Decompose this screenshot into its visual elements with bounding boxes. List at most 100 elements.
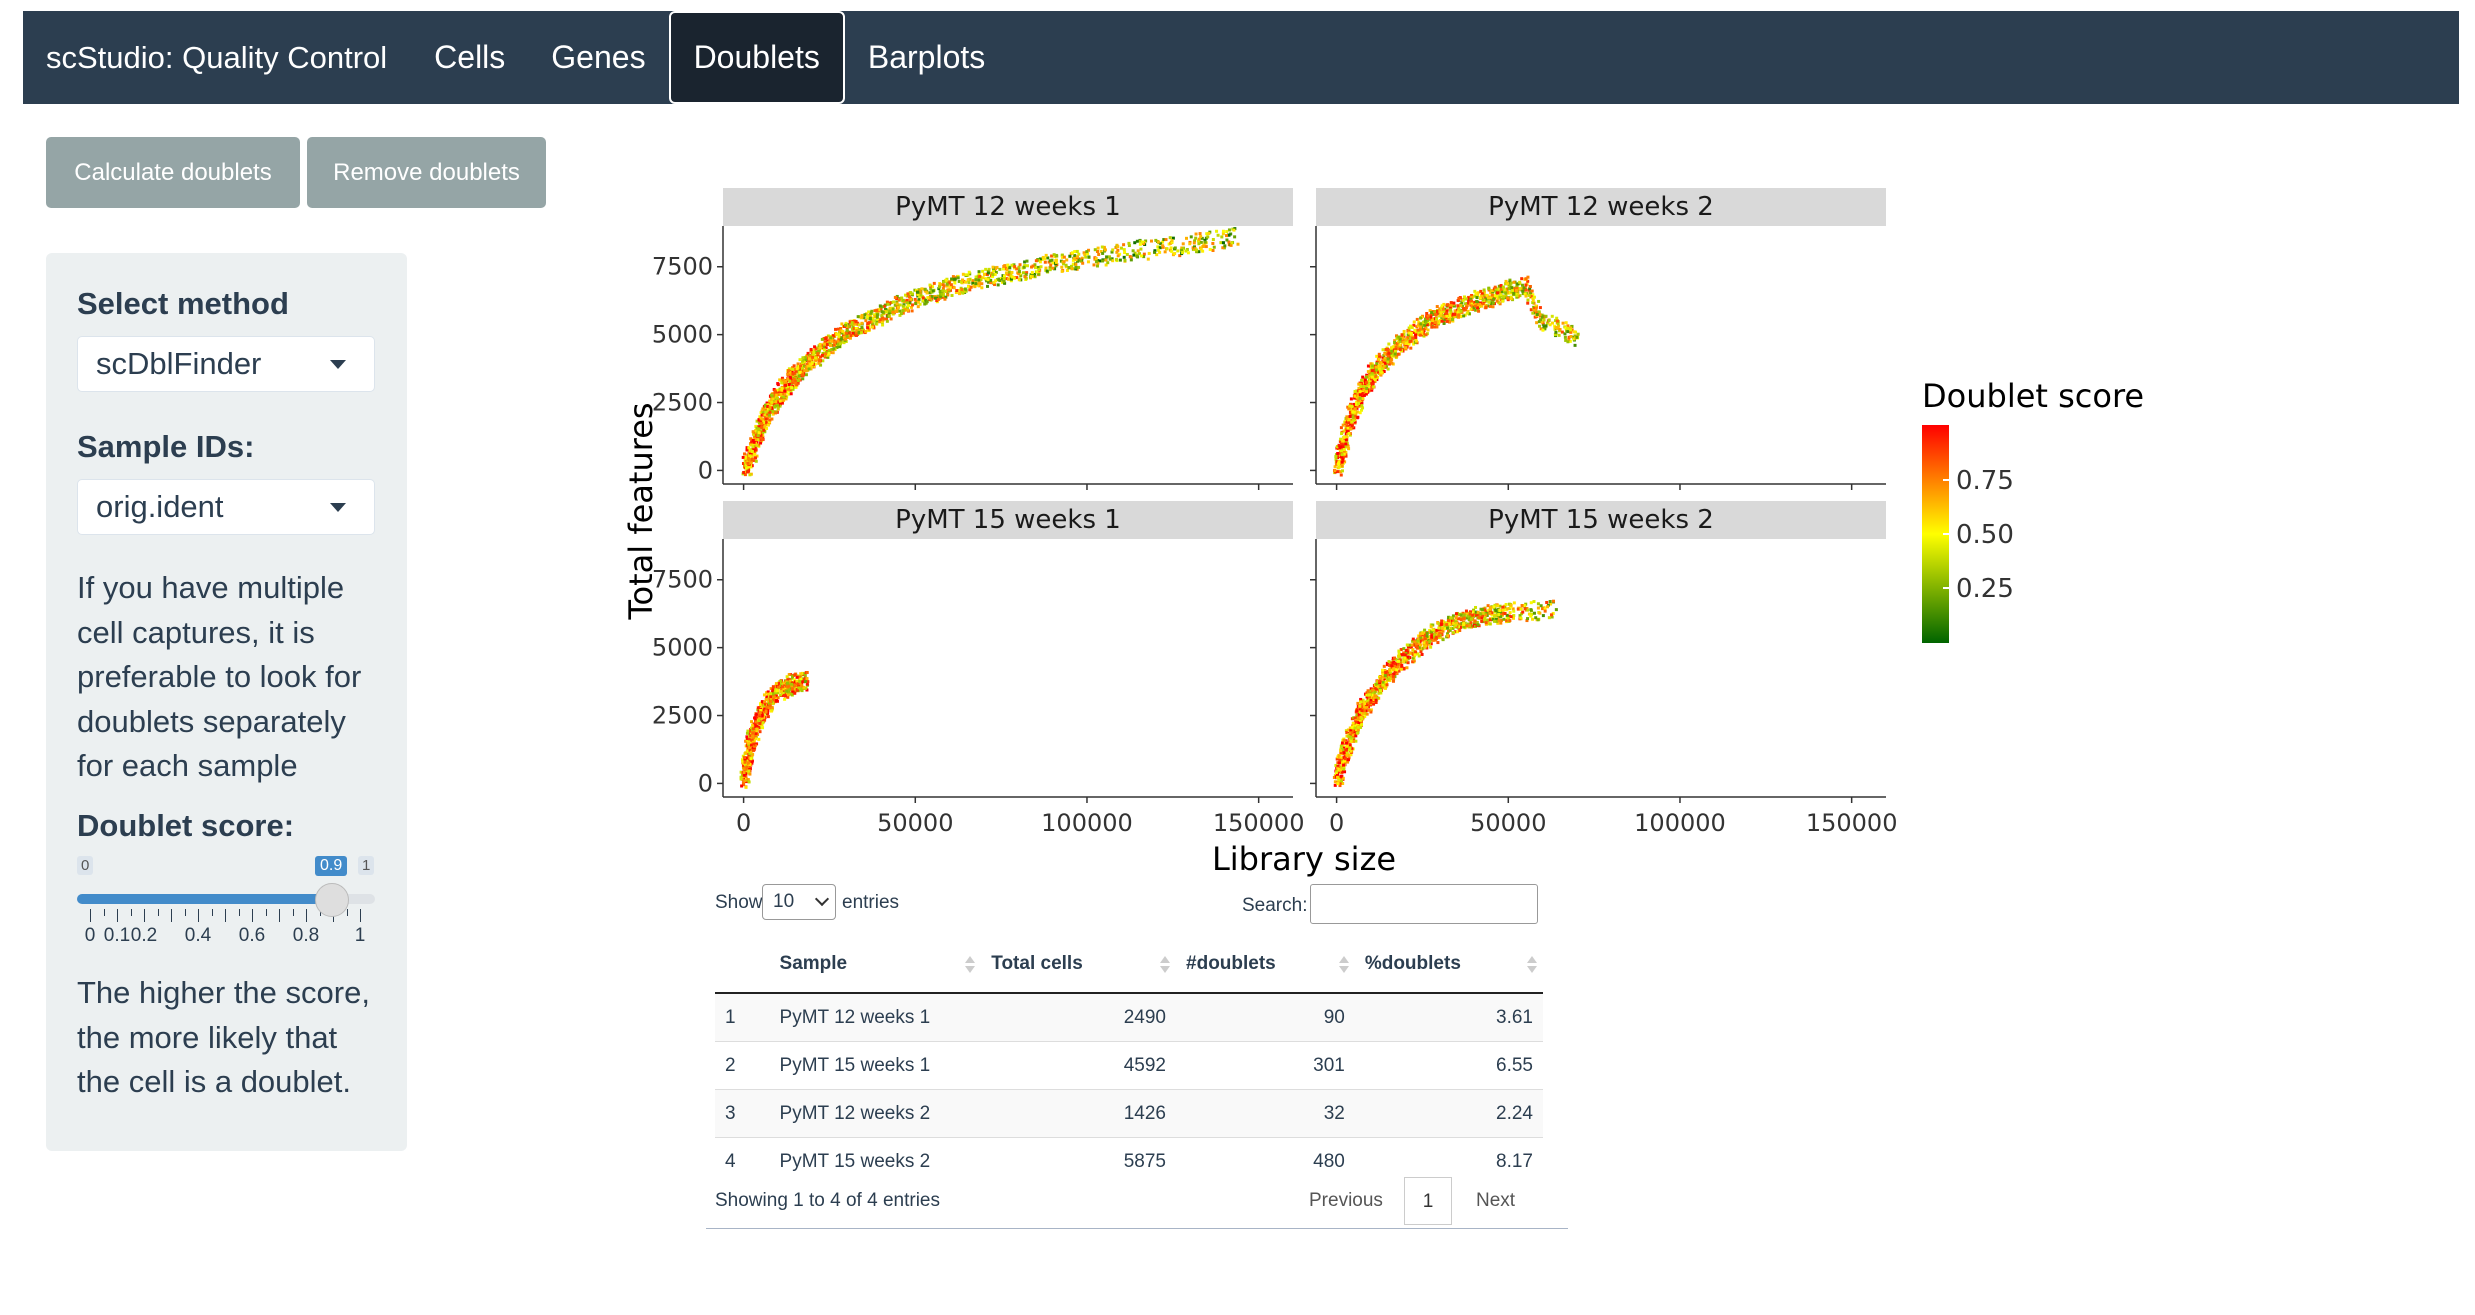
scatter-point — [1074, 258, 1078, 262]
scatter-point — [1344, 444, 1348, 448]
scatter-point — [1144, 239, 1148, 243]
pagination-page-1[interactable]: 1 — [1404, 1177, 1452, 1225]
scatter-point — [1445, 626, 1449, 630]
scatter-point — [742, 770, 746, 774]
search-input[interactable] — [1310, 884, 1538, 924]
scatter-point — [1335, 445, 1339, 449]
scatter-point — [751, 445, 755, 449]
slider-handle[interactable] — [315, 883, 350, 917]
scatter-point — [765, 401, 769, 405]
scatter-point — [910, 309, 914, 313]
scatter-point — [795, 367, 799, 371]
slider-max-label: 1 — [358, 856, 375, 875]
scatter-point — [968, 272, 972, 276]
tab-genes[interactable]: Genes — [551, 39, 646, 75]
scatter-point — [1543, 327, 1547, 331]
scatter-point — [1362, 388, 1366, 392]
scatter-point — [1429, 645, 1433, 649]
scatter-point — [804, 358, 808, 362]
scatter-point — [759, 433, 763, 437]
scatter-point — [788, 370, 792, 374]
scatter-point — [830, 347, 834, 351]
column-header-total-cells[interactable]: Total cells — [981, 936, 1177, 994]
scatter-point — [813, 362, 817, 366]
legend-title: Doublet score — [1922, 377, 2144, 415]
remove-doublets-button[interactable]: Remove doublets — [307, 137, 546, 208]
tab-barplots[interactable]: Barplots — [867, 39, 986, 75]
scatter-point — [1505, 290, 1509, 294]
scatter-point — [1416, 652, 1420, 656]
scatter-point — [1123, 258, 1127, 262]
scatter-point — [1336, 782, 1340, 786]
slider-tick-label: 0.4 — [184, 925, 212, 946]
scatter-point — [1479, 289, 1483, 293]
app-title[interactable]: scStudio: Quality Control — [46, 39, 388, 75]
scatter-point — [750, 458, 754, 462]
scatter-point — [1389, 674, 1393, 678]
scatter-point — [787, 387, 791, 391]
scatter-point — [852, 333, 856, 337]
method-select[interactable]: scDblFinder — [77, 336, 375, 392]
scatter-point — [1531, 293, 1535, 297]
scatter-point — [1435, 325, 1439, 329]
scatter-point — [1346, 758, 1350, 762]
scatter-point — [1114, 257, 1118, 261]
scatter-point — [1095, 249, 1099, 253]
scatter-point — [1356, 701, 1360, 705]
table-row[interactable]: 2 PyMT 15 weeks 1 4592 301 6.55 — [715, 1041, 1543, 1090]
scatter-point — [1377, 679, 1381, 683]
scatter-point — [1411, 660, 1415, 664]
scatter-point — [1359, 385, 1363, 389]
scatter-point — [1472, 306, 1476, 310]
tab-cells[interactable]: Cells — [434, 39, 506, 75]
column-header-pct-doublets[interactable]: %doublets — [1354, 936, 1543, 994]
scatter-point — [1370, 388, 1374, 392]
scatter-point — [1334, 457, 1338, 461]
scatter-point — [1359, 398, 1363, 402]
scatter-point — [741, 462, 745, 466]
scatter-point — [1404, 338, 1408, 342]
scatter-point — [826, 334, 830, 338]
entries-select[interactable]: 10 — [762, 884, 836, 920]
scatter-point — [864, 319, 868, 323]
cell-doublets: 301 — [1176, 1041, 1355, 1090]
scatter-point — [1425, 646, 1429, 650]
scatter-point — [780, 386, 784, 390]
calculate-doublets-button[interactable]: Calculate doublets — [46, 137, 300, 208]
scatter-point — [759, 436, 763, 440]
scatter-point — [1365, 390, 1369, 394]
scatter-point — [1453, 315, 1457, 319]
sample-ids-select[interactable]: orig.ident — [77, 479, 375, 535]
scatter-point — [1520, 604, 1524, 608]
table-row[interactable]: 3 PyMT 12 weeks 2 1426 32 2.24 — [715, 1089, 1543, 1138]
scatter-point — [788, 379, 792, 383]
scatter-point — [986, 271, 990, 275]
scatter-point — [885, 317, 889, 321]
tab-doublets[interactable]: Doublets — [668, 11, 845, 104]
scatter-point — [1339, 445, 1343, 449]
scatter-point — [1353, 716, 1357, 720]
scatter-point — [1018, 263, 1022, 267]
scatter-point — [742, 773, 746, 777]
scatter-point — [1352, 731, 1356, 735]
scatter-point — [1353, 726, 1357, 730]
scatter-point — [1366, 689, 1370, 693]
scatter-point — [766, 709, 770, 713]
scatter-point — [1338, 768, 1342, 772]
scatter-point — [770, 406, 774, 410]
doublet-score-slider[interactable]: 0 0.9 1 0 0.1 0.2 0.4 0.6 0.8 1 — [77, 853, 377, 946]
scatter-point — [800, 687, 804, 691]
scatter-point — [1390, 361, 1394, 365]
cell-pct-doublets: 3.61 — [1354, 992, 1543, 1042]
table-row[interactable]: 1 PyMT 12 weeks 1 2490 90 3.61 — [715, 992, 1543, 1042]
column-header-sample[interactable]: Sample — [769, 936, 982, 994]
scatter-point — [856, 315, 860, 319]
pagination-next[interactable]: Next — [1476, 1190, 1516, 1211]
pagination-previous[interactable]: Previous — [1309, 1190, 1383, 1211]
slider-tick — [346, 909, 348, 916]
scatter-point — [1397, 652, 1401, 656]
scatter-point — [1345, 753, 1349, 757]
scatter-point — [885, 310, 889, 314]
column-header-doublets[interactable]: #doublets — [1176, 936, 1355, 994]
scatter-point — [1438, 623, 1442, 627]
